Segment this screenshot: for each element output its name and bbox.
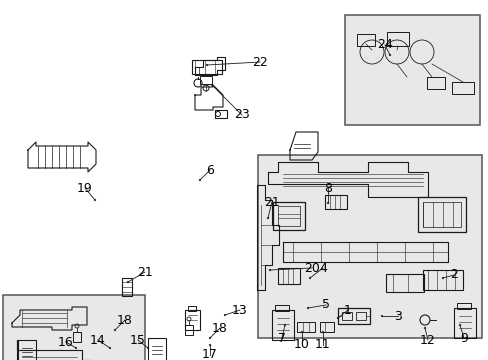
Bar [422, 270, 462, 290]
Bar [386, 32, 408, 46]
Bar [341, 312, 351, 320]
Bar [18, 340, 36, 360]
Text: 4: 4 [318, 261, 326, 274]
Bar [422, 202, 460, 227]
Bar [272, 202, 305, 230]
Text: 16: 16 [58, 336, 74, 348]
Bar [271, 310, 293, 340]
Bar [325, 195, 346, 209]
Text: 18: 18 [117, 314, 133, 327]
Bar [184, 310, 200, 330]
Bar [356, 34, 374, 46]
Text: 19: 19 [77, 181, 93, 194]
Bar [451, 82, 473, 94]
Bar [258, 155, 481, 338]
Text: 21: 21 [264, 195, 279, 208]
Bar [192, 60, 222, 74]
Bar [148, 338, 165, 360]
Bar [122, 278, 132, 296]
Bar [215, 110, 226, 118]
Text: 18: 18 [212, 321, 227, 334]
Bar [278, 206, 299, 226]
Text: 5: 5 [321, 298, 329, 311]
Text: 9: 9 [459, 332, 467, 345]
Text: 15: 15 [130, 333, 145, 346]
Text: 23: 23 [234, 108, 249, 122]
Bar [453, 308, 475, 338]
Text: 21: 21 [137, 266, 153, 279]
Bar [274, 305, 288, 311]
Bar [3, 295, 145, 360]
Text: 11: 11 [314, 338, 330, 351]
Bar [187, 306, 196, 311]
Bar [426, 77, 444, 89]
Bar [296, 322, 314, 332]
Bar [73, 332, 81, 342]
Bar [337, 308, 369, 324]
Text: 13: 13 [232, 303, 247, 316]
Bar [345, 15, 479, 125]
Bar [200, 76, 212, 84]
Text: 6: 6 [205, 163, 214, 176]
Text: 10: 10 [293, 338, 309, 351]
Bar [456, 303, 470, 309]
Text: 24: 24 [376, 39, 392, 51]
Text: 12: 12 [419, 333, 435, 346]
Bar [355, 312, 365, 320]
Bar [417, 197, 465, 232]
Bar [184, 325, 193, 335]
Text: 22: 22 [252, 55, 267, 68]
Text: 1: 1 [344, 303, 351, 316]
Text: 20: 20 [304, 261, 319, 274]
Text: 14: 14 [90, 333, 106, 346]
Text: 17: 17 [202, 348, 218, 360]
Text: 3: 3 [393, 310, 401, 323]
Text: 2: 2 [449, 269, 457, 282]
Bar [319, 322, 333, 332]
Text: 8: 8 [324, 181, 331, 194]
Text: 7: 7 [278, 332, 285, 345]
Bar [385, 274, 423, 292]
Bar [278, 268, 299, 284]
